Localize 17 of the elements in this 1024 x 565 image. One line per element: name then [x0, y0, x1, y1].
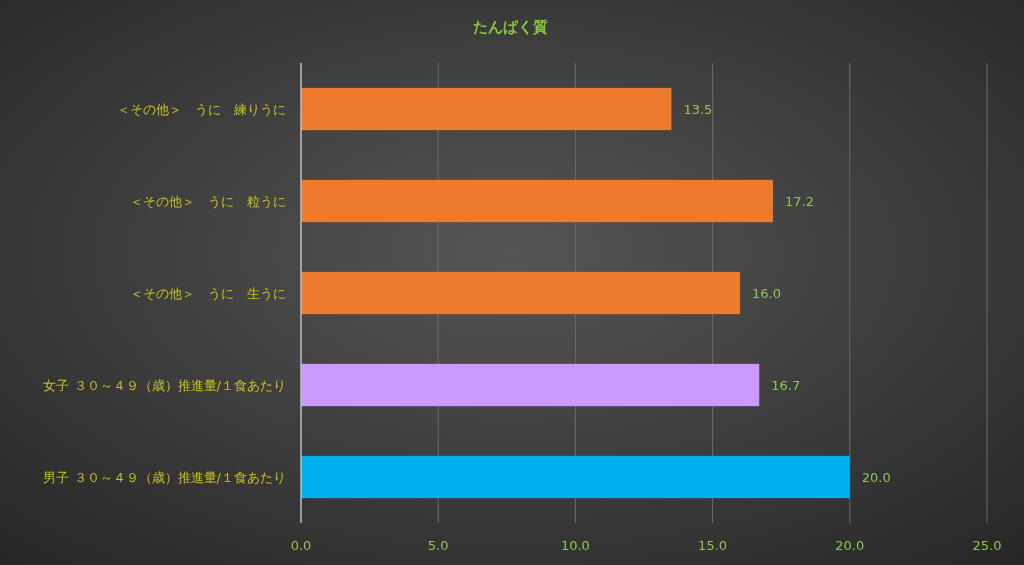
x-tick-label: 0.0 [290, 538, 312, 553]
y-tick-label: ＜その他＞ うに 粒うに [130, 194, 286, 209]
x-tick-label: 25.0 [972, 538, 1002, 553]
y-tick-label: ＜その他＞ うに 生うに [130, 286, 286, 301]
chart-title: たんぱく質 [472, 18, 548, 36]
data-label: 16.0 [752, 286, 781, 301]
data-label: 20.0 [861, 470, 891, 485]
data-label: 13.5 [683, 102, 713, 117]
data-label: 16.7 [771, 378, 801, 393]
data-label: 17.2 [784, 194, 814, 209]
y-tick-label: ＜その他＞ うに 練りうに [117, 102, 286, 117]
x-tick-label: 15.0 [698, 538, 728, 553]
x-tick-label: 20.0 [835, 538, 865, 553]
y-tick-label: 男子 ３０～４９（歳）推進量/１食あたり [43, 470, 286, 485]
y-tick-label: 女子 ３０～４９（歳）推進量/１食あたり [43, 378, 286, 393]
x-tick-label: 10.0 [560, 538, 590, 553]
x-tick-label: 5.0 [427, 538, 449, 553]
